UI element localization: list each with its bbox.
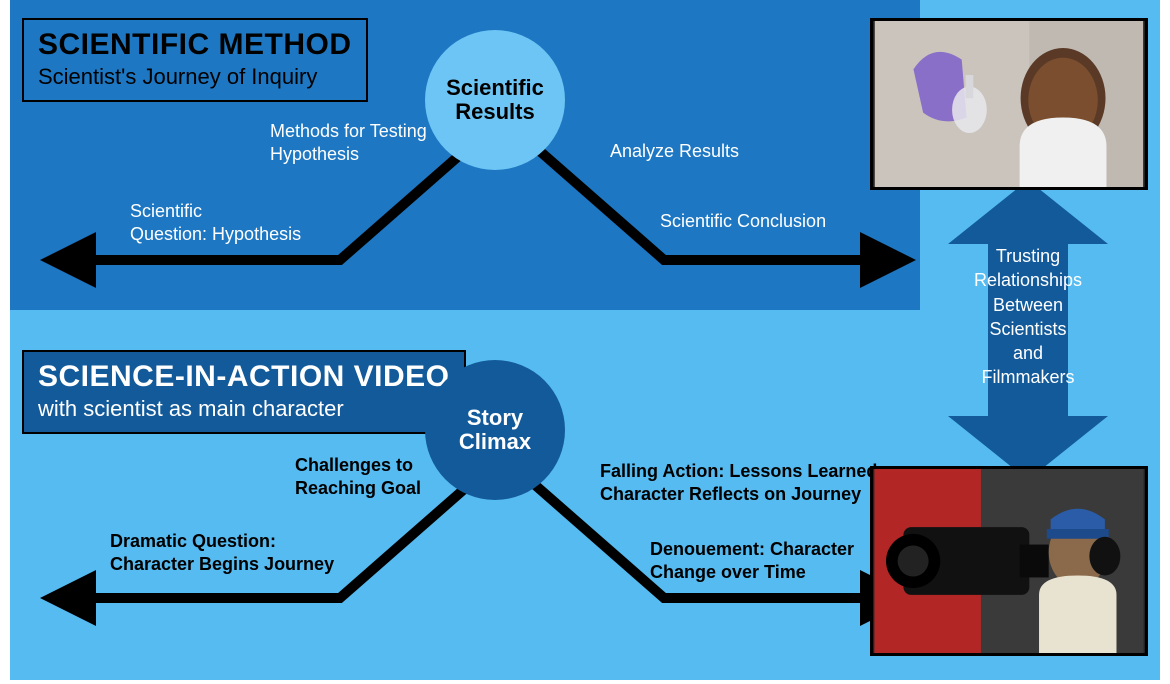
label-top-fall: Analyze Results: [610, 140, 739, 163]
label-bottom-end-l2: Change over Time: [650, 561, 854, 584]
connector-text: Trusting Relationships Between Scientist…: [938, 244, 1118, 390]
label-bottom-fall-l1: Falling Action: Lessons Learned: [600, 460, 877, 483]
label-bottom-fall: Falling Action: Lessons Learned Characte…: [600, 460, 877, 505]
title-box-top: SCIENTIFIC METHOD Scientist's Journey of…: [22, 18, 368, 102]
label-bottom-start-l1: Dramatic Question:: [110, 530, 334, 553]
label-top-end: Scientific Conclusion: [660, 210, 826, 233]
title-main-bottom: SCIENCE-IN-ACTION VIDEO: [38, 360, 450, 394]
label-bottom-start-l2: Character Begins Journey: [110, 553, 334, 576]
circle-top-line2: Results: [455, 100, 534, 124]
label-bottom-fall-l2: Character Reflects on Journey: [600, 483, 877, 506]
scientist-illustration: [873, 21, 1145, 187]
title-sub-top: Scientist's Journey of Inquiry: [38, 64, 352, 90]
label-top-start-l1: Scientific: [130, 200, 301, 223]
circle-bottom-line1: Story: [467, 406, 523, 430]
circle-bottom-line2: Climax: [459, 430, 531, 454]
label-top-start-l2: Question: Hypothesis: [130, 223, 301, 246]
title-sub-bottom: with scientist as main character: [38, 396, 450, 422]
circle-top-line1: Scientific: [446, 76, 544, 100]
filmmaker-illustration: [873, 469, 1145, 653]
photo-scientist: [870, 18, 1148, 190]
peak-circle-bottom: Story Climax: [425, 360, 565, 500]
label-bottom-start: Dramatic Question: Character Begins Jour…: [110, 530, 334, 575]
title-box-bottom: SCIENCE-IN-ACTION VIDEO with scientist a…: [22, 350, 466, 434]
label-top-rise: Methods for Testing Hypothesis: [270, 120, 427, 165]
label-bottom-end-l1: Denouement: Character: [650, 538, 854, 561]
label-bottom-rise: Challenges to Reaching Goal: [295, 454, 421, 499]
label-top-start: Scientific Question: Hypothesis: [130, 200, 301, 245]
label-bottom-end: Denouement: Character Change over Time: [650, 538, 854, 583]
title-main-top: SCIENTIFIC METHOD: [38, 28, 352, 62]
peak-circle-top: Scientific Results: [425, 30, 565, 170]
infographic-canvas: SCIENTIFIC METHOD Scientist's Journey of…: [0, 0, 1170, 684]
photo-filmmaker: [870, 466, 1148, 656]
